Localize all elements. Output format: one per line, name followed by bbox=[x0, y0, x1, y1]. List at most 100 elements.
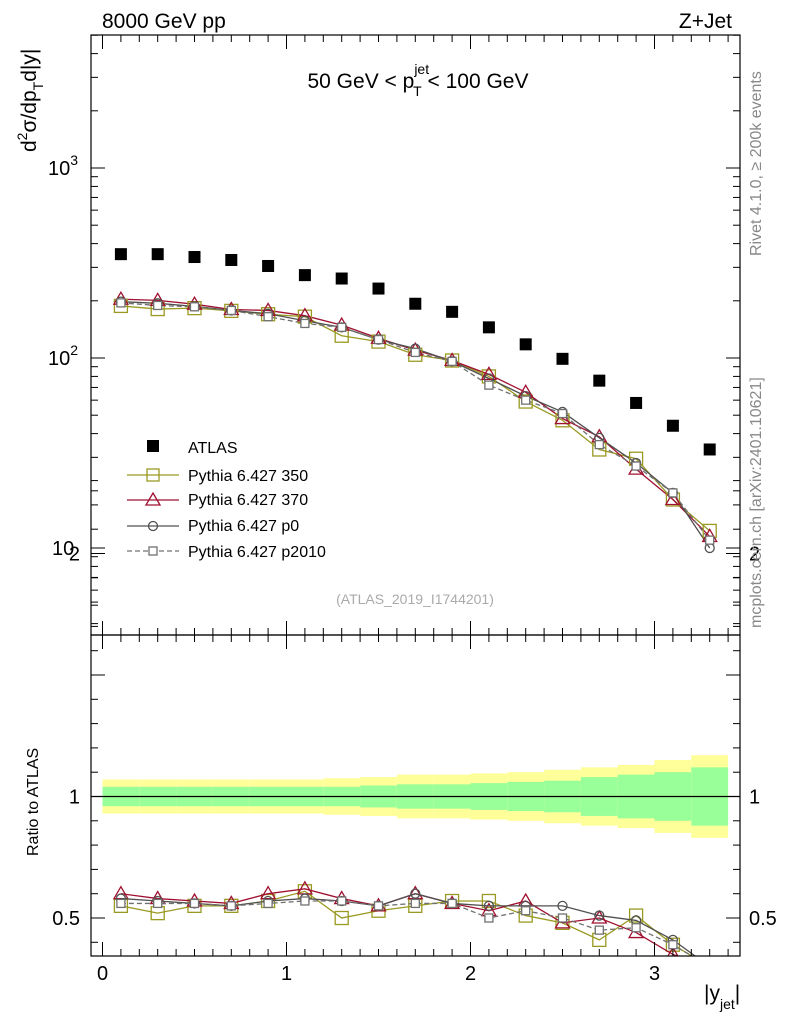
main-point-p2010 bbox=[116, 298, 126, 308]
main-point-p2010 bbox=[521, 395, 531, 405]
main-point-p2010 bbox=[484, 380, 494, 390]
main-point-p2010 bbox=[153, 300, 163, 311]
main-point-atlas bbox=[593, 374, 606, 387]
ratio-point-p2010 bbox=[337, 896, 347, 906]
main-point-atlas bbox=[519, 338, 532, 351]
ratio-point-p350 bbox=[628, 908, 644, 923]
main-line-p0 bbox=[120, 300, 711, 549]
main-point-p350 bbox=[224, 303, 239, 319]
ratio-point-p0 bbox=[557, 900, 568, 911]
main-point-p2010 bbox=[226, 305, 236, 316]
legend-atlas-label: ATLAS bbox=[188, 440, 238, 457]
main-point-p2010 bbox=[705, 535, 715, 545]
x-axis-label: |yjet| bbox=[704, 982, 740, 1012]
ratio-point-p2010 bbox=[373, 901, 384, 911]
main-point-p370 bbox=[480, 366, 498, 381]
ratio-point-p2010 bbox=[153, 898, 163, 909]
ratio-point-p370 bbox=[703, 960, 717, 972]
main-point-p370 bbox=[664, 491, 682, 506]
main-point-atlas bbox=[630, 396, 643, 409]
legend-p2010-label: Pythia 6.427 p2010 bbox=[188, 544, 326, 561]
main-point-atlas bbox=[372, 282, 385, 295]
plot-title: 50 GeV < pjet T < 100 GeV bbox=[307, 61, 528, 99]
ratio-series-group bbox=[112, 880, 717, 973]
legend-p350-marker bbox=[146, 468, 160, 482]
main-y-tick-label: 103 bbox=[48, 152, 78, 180]
main-point-p2010 bbox=[557, 408, 568, 419]
ratio-y-tick-label-left: 1 bbox=[69, 787, 80, 809]
main-point-atlas bbox=[666, 419, 679, 432]
header-energy-label: 8000 GeV pp bbox=[102, 10, 226, 33]
main-point-atlas bbox=[225, 253, 238, 266]
main-point-atlas bbox=[298, 269, 311, 282]
ratio-line-p2010 bbox=[120, 900, 694, 956]
ratio-point-p370 bbox=[112, 885, 130, 900]
legend-p350-label: Pythia 6.427 350 bbox=[188, 468, 308, 485]
ratio-point-p0 bbox=[594, 910, 605, 921]
main-point-p2010 bbox=[668, 488, 678, 498]
ratio-point-p2010 bbox=[706, 963, 714, 971]
main-point-atlas bbox=[446, 305, 459, 318]
ratio-point-p350 bbox=[703, 960, 716, 973]
ratio-point-p370 bbox=[591, 909, 608, 924]
legend: ATLAS Pythia 6.427 350 Pythia 6.427 370 … bbox=[127, 440, 326, 561]
ratio-point-p350 bbox=[481, 893, 497, 909]
main-point-p2010 bbox=[594, 439, 604, 450]
legend-p0-marker bbox=[147, 520, 159, 532]
ratio-point-p2010 bbox=[594, 925, 604, 935]
x-tick-label: 2 bbox=[465, 963, 476, 985]
main-point-p2010 bbox=[189, 302, 200, 312]
ratio-y-tick-label-right: 1 bbox=[749, 787, 760, 809]
main-point-atlas bbox=[262, 259, 275, 272]
ratio-y-tick-label-right: 2 bbox=[749, 544, 760, 566]
main-point-atlas bbox=[482, 321, 495, 334]
legend-atlas-marker bbox=[147, 440, 159, 452]
main-point-p2010 bbox=[337, 322, 347, 332]
ratio-point-p2010 bbox=[263, 898, 273, 909]
ratio-point-p2010 bbox=[226, 901, 236, 911]
main-point-atlas bbox=[114, 248, 127, 261]
ratio-point-p370 bbox=[259, 885, 277, 900]
ratio-point-p2010 bbox=[410, 898, 420, 909]
analysis-id-watermark: (ATLAS_2019_I1744201) bbox=[336, 591, 494, 607]
x-tick-label: 1 bbox=[281, 963, 292, 985]
x-tick-label: 3 bbox=[649, 963, 660, 985]
ratio-point-p2010 bbox=[668, 940, 678, 950]
ratio-point-p2010 bbox=[447, 898, 457, 909]
header-process-label: Z+Jet bbox=[679, 10, 732, 33]
main-point-p2010 bbox=[263, 312, 273, 322]
ratio-point-p350 bbox=[334, 910, 349, 926]
ratio-point-p370 bbox=[667, 946, 679, 956]
rivet-version-label: Rivet 4.1.0, ≥ 200k events bbox=[748, 71, 765, 256]
ratio-point-p2010 bbox=[484, 913, 494, 923]
ratio-y-tick-label-right: 0.5 bbox=[749, 908, 777, 930]
main-y-axis-label: d2σ/dpTd|y| bbox=[14, 49, 46, 152]
main-y-tick-label: 102 bbox=[48, 342, 78, 370]
main-y-tick-label: 10 bbox=[52, 538, 74, 560]
main-point-p350 bbox=[518, 394, 533, 409]
legend-p370-marker bbox=[144, 491, 162, 506]
ratio-point-p0 bbox=[410, 888, 421, 899]
main-point-p2010 bbox=[300, 318, 310, 329]
ratio-point-p0 bbox=[483, 900, 495, 911]
main-point-atlas bbox=[703, 443, 716, 456]
main-point-p2010 bbox=[447, 356, 457, 367]
ratio-y-tick-label-left: 2 bbox=[69, 544, 80, 566]
ratio-point-p2010 bbox=[631, 923, 641, 933]
x-tick-label: 0 bbox=[97, 963, 108, 985]
main-point-p2010 bbox=[631, 461, 641, 471]
main-point-atlas bbox=[188, 251, 201, 264]
legend-p2010-marker bbox=[148, 546, 158, 556]
ratio-point-p2010 bbox=[557, 913, 568, 923]
main-point-atlas bbox=[409, 297, 422, 310]
legend-p0-label: Pythia 6.427 p0 bbox=[188, 518, 299, 535]
ratio-point-p2010 bbox=[521, 906, 531, 916]
main-point-atlas bbox=[335, 272, 348, 285]
legend-p370-label: Pythia 6.427 370 bbox=[188, 492, 308, 509]
main-point-p2010 bbox=[410, 347, 420, 358]
main-point-p370 bbox=[591, 428, 608, 443]
main-point-p2010 bbox=[373, 334, 384, 345]
main-point-atlas bbox=[151, 248, 164, 261]
ratio-point-p2010 bbox=[116, 898, 126, 909]
